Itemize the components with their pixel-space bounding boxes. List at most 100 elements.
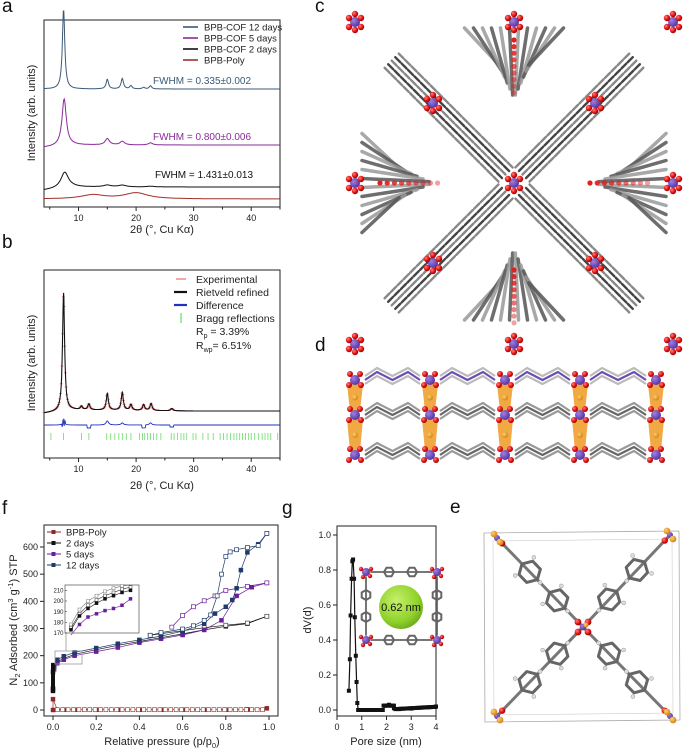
boron-atom bbox=[668, 339, 678, 349]
linker-segment bbox=[409, 266, 417, 274]
linker-segment bbox=[579, 124, 587, 132]
g-point bbox=[348, 613, 353, 618]
oxygen-atom bbox=[422, 371, 428, 377]
oxygen-atom bbox=[675, 175, 683, 183]
linker-segment bbox=[406, 82, 414, 90]
oxygen-atom bbox=[511, 293, 517, 299]
oxygen-atom bbox=[504, 23, 512, 31]
linker-segment bbox=[416, 287, 425, 295]
f-point-desorption bbox=[223, 554, 229, 559]
linker-segment bbox=[581, 257, 590, 266]
linker-segment bbox=[560, 143, 568, 151]
linker-segment bbox=[480, 209, 488, 217]
linker-segment bbox=[637, 292, 645, 300]
linker-chain bbox=[364, 401, 421, 413]
linker-segment bbox=[539, 222, 548, 231]
panel-letter-b: b bbox=[2, 232, 13, 253]
oxygen-atom bbox=[669, 348, 677, 356]
oxygen-atom bbox=[358, 382, 364, 388]
linker-segment bbox=[438, 257, 447, 266]
linker-segment bbox=[527, 148, 535, 156]
linker-segment bbox=[553, 149, 562, 158]
b-xtick-label: 10 bbox=[74, 464, 84, 474]
oxygen-atom bbox=[347, 371, 353, 377]
pore-phenyl-ring bbox=[382, 566, 396, 578]
linker-segment bbox=[451, 231, 459, 239]
f-legend-marker bbox=[51, 552, 56, 556]
linker-segment bbox=[630, 72, 639, 81]
oxygen-atom bbox=[496, 382, 502, 388]
oxygen-atom bbox=[661, 537, 668, 544]
f-point-desorption bbox=[146, 707, 152, 713]
pore-oxygen-atom bbox=[360, 642, 366, 648]
linker-segment bbox=[470, 212, 478, 220]
oxygen-atom bbox=[399, 180, 405, 186]
f-point-desorption bbox=[260, 707, 265, 713]
f-legend-marker bbox=[51, 541, 56, 545]
f-inset-ytick-label: 210 bbox=[53, 589, 64, 595]
orange-atom bbox=[352, 432, 358, 438]
linker-segment bbox=[550, 212, 558, 220]
linker-segment bbox=[429, 84, 437, 92]
linker-segment bbox=[476, 152, 484, 161]
pore-oxygen-atom bbox=[360, 574, 366, 580]
linker-segment bbox=[553, 222, 561, 230]
f-inset-ytick-label: 190 bbox=[53, 610, 64, 616]
linker-segment bbox=[485, 169, 494, 177]
linker-segment bbox=[477, 139, 485, 147]
oxygen-atom bbox=[427, 180, 433, 186]
g-ytick-label: 0.8 bbox=[318, 565, 331, 575]
linker-chain bbox=[589, 370, 647, 382]
oxygen-atom bbox=[510, 26, 518, 34]
f-xtick-label: 0.6 bbox=[176, 722, 189, 732]
linker-segment bbox=[438, 100, 447, 109]
boron-atom bbox=[425, 410, 435, 420]
oxygen-atom bbox=[645, 180, 651, 186]
linker-chain bbox=[514, 366, 571, 378]
linker-segment bbox=[559, 129, 568, 138]
boron-atom bbox=[350, 339, 360, 349]
panel-letter-d: d bbox=[315, 335, 326, 356]
linker-chain bbox=[364, 409, 421, 421]
g-ylabel: dV(d) bbox=[302, 607, 314, 634]
linker-chain bbox=[514, 374, 571, 386]
oxygen-atom bbox=[630, 180, 636, 186]
linker-chain bbox=[514, 370, 571, 382]
pore-size-annotation: 0.62 nm bbox=[381, 602, 421, 614]
linker-segment bbox=[541, 196, 549, 204]
linker-segment bbox=[409, 279, 418, 288]
oxygen-atom bbox=[582, 446, 588, 452]
oxygen-atom bbox=[571, 417, 577, 423]
oxygen-atom bbox=[669, 187, 677, 195]
linker-segment bbox=[566, 221, 575, 229]
linker-chain bbox=[364, 441, 421, 453]
linker-segment bbox=[492, 196, 501, 205]
linker-segment bbox=[455, 248, 463, 256]
linker-segment bbox=[413, 75, 421, 83]
linker-chain bbox=[439, 409, 496, 421]
linker-segment bbox=[560, 215, 568, 223]
linker-segment bbox=[616, 299, 625, 308]
oxygen-atom bbox=[594, 180, 600, 186]
linker-segment bbox=[455, 110, 463, 118]
f-inset-point bbox=[103, 608, 107, 613]
oxygen-atom bbox=[511, 70, 517, 76]
f-point-desorption bbox=[109, 707, 114, 713]
oxygen-atom bbox=[345, 14, 353, 22]
g-ytick-label: 1.0 bbox=[318, 530, 331, 540]
boron-atom bbox=[509, 178, 519, 188]
linker-segment bbox=[485, 189, 494, 197]
linker-segment bbox=[506, 161, 514, 169]
linker-segment bbox=[492, 161, 501, 170]
linker-segment bbox=[613, 289, 622, 298]
a-legend-label: BPB-Poly bbox=[204, 56, 245, 67]
linker-segment bbox=[500, 154, 508, 163]
boron-atom bbox=[425, 450, 435, 460]
b-difference-series bbox=[44, 418, 280, 429]
pore-oxygen-atom bbox=[439, 634, 445, 640]
linker-segment bbox=[483, 213, 492, 221]
a-series-bpb-cof-5-days bbox=[43, 97, 280, 148]
f-xtick-label: 0.2 bbox=[90, 722, 103, 732]
linker-chain bbox=[514, 445, 571, 457]
